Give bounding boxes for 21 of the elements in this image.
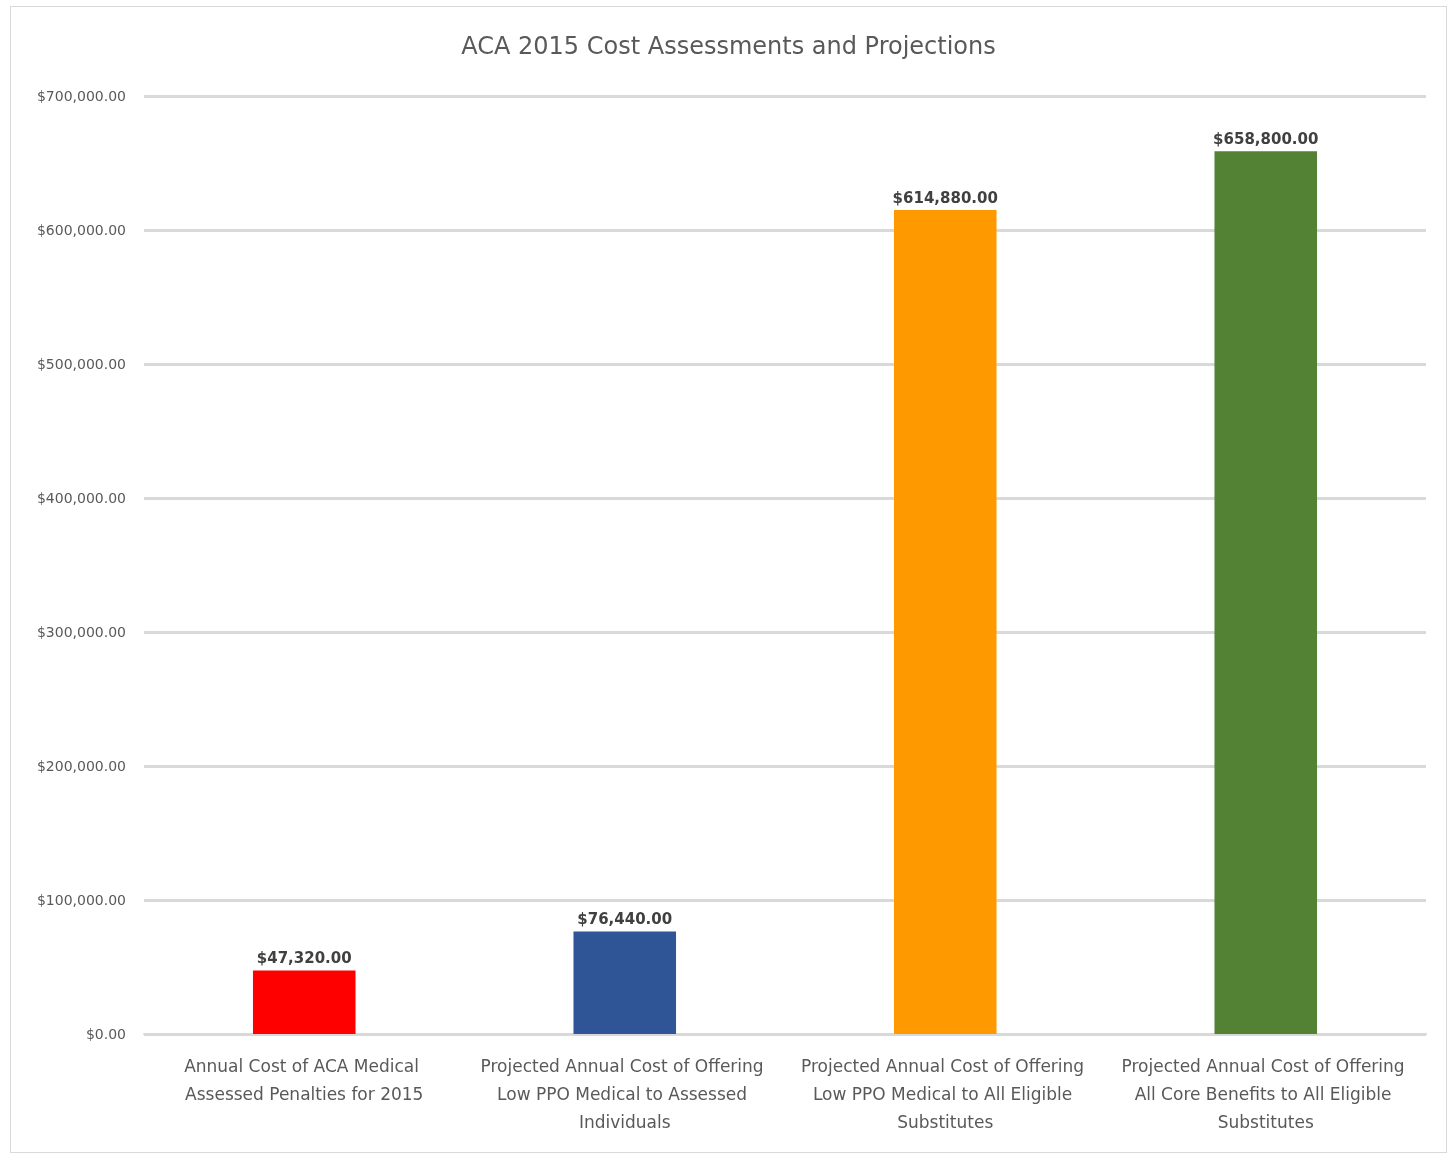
x-tick-label: Projected Annual Cost of Offering All Core Benefits to All Eligible Substitutes (1121, 1056, 1411, 1132)
y-tick-label: $200,000.00 (36, 758, 126, 774)
bar (893, 210, 997, 1034)
y-tick-label: $600,000.00 (36, 222, 126, 238)
y-tick-label: $400,000.00 (36, 490, 126, 506)
y-tick-label: $500,000.00 (36, 356, 126, 372)
y-tick-label: $300,000.00 (36, 624, 126, 640)
y-tick-label: $100,000.00 (36, 892, 126, 908)
bar (1214, 151, 1318, 1034)
y-tick-label: $700,000.00 (36, 88, 126, 104)
data-label: $76,440.00 (577, 910, 673, 929)
data-label: $614,880.00 (892, 188, 998, 207)
x-tick-label: Projected Annual Cost of Offering Low PPO Medical to Assessed Individuals (480, 1056, 770, 1132)
chart-title: ACA 2015 Cost Assessments and Projections (461, 32, 996, 60)
data-label: $47,320.00 (256, 949, 352, 968)
data-label: $658,800.00 (1213, 129, 1319, 148)
x-tick-label: Projected Annual Cost of Offering Low PPO Medical to All Eligible Substitutes (800, 1056, 1090, 1132)
bar (573, 931, 677, 1034)
y-tick-label: $0.00 (85, 1026, 126, 1042)
x-tick-label: Annual Cost of ACA Medical Assessed Penalties for 2015 (184, 1056, 425, 1104)
bar (252, 970, 356, 1034)
